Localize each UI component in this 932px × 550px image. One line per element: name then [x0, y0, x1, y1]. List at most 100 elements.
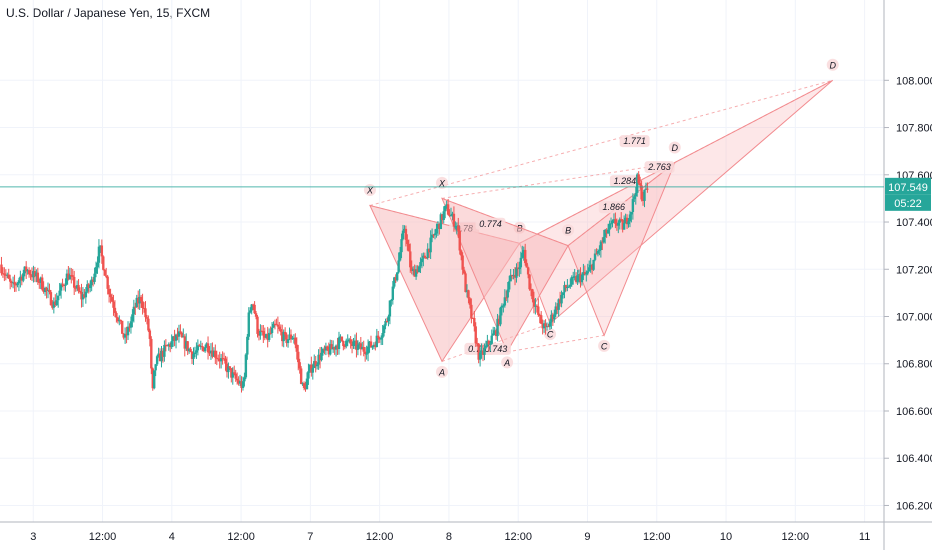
- candle-body: [596, 251, 600, 254]
- candle-body: [340, 336, 344, 341]
- candle-body: [500, 305, 504, 308]
- candle-body: [58, 290, 61, 296]
- candle-body: [462, 269, 466, 274]
- candle-body: [169, 344, 172, 348]
- candle-body: [154, 364, 157, 371]
- candle-body: [81, 294, 85, 300]
- candle-body: [13, 282, 16, 285]
- current-price-badge: [885, 177, 931, 195]
- candle-body: [137, 297, 140, 304]
- y-tick-label: 106.400: [896, 453, 932, 465]
- candle-body: [227, 366, 230, 373]
- candle-body: [43, 287, 47, 292]
- candle-body: [67, 273, 70, 280]
- candle-body: [167, 344, 170, 346]
- candle-body: [36, 272, 40, 283]
- candle-body: [206, 343, 210, 353]
- candle-body: [3, 273, 6, 275]
- candle-body: [90, 279, 93, 286]
- candle-body: [406, 239, 409, 244]
- candle-body: [109, 294, 112, 298]
- candle-body: [42, 289, 45, 292]
- candle-body: [505, 297, 508, 299]
- candle-body: [131, 314, 134, 322]
- candle-body: [455, 225, 459, 227]
- candle-body: [247, 312, 250, 337]
- candle-body: [637, 174, 640, 184]
- candle-body: [183, 336, 186, 349]
- x-tick-label: 12:00: [643, 531, 671, 543]
- candle-body: [39, 277, 42, 283]
- candle-body: [295, 344, 298, 352]
- pattern-point-label: C: [601, 341, 608, 351]
- candle-body: [240, 381, 243, 388]
- candle-body: [26, 270, 29, 272]
- candle-body: [395, 272, 399, 281]
- candle-body: [301, 383, 304, 385]
- candle-body: [94, 267, 98, 274]
- candle-body: [473, 317, 476, 327]
- candle-body: [83, 294, 86, 298]
- candle-body: [563, 285, 566, 293]
- candle-body: [604, 229, 607, 237]
- candle-body: [145, 317, 149, 319]
- candle-body: [125, 333, 128, 336]
- candle-body: [266, 333, 269, 340]
- candle-body: [304, 387, 307, 390]
- candle-body: [589, 264, 592, 268]
- candle-body: [129, 321, 133, 328]
- candle-body: [141, 301, 144, 308]
- candle-body: [87, 284, 90, 289]
- candle-body: [270, 327, 274, 334]
- candle-body: [0, 264, 3, 274]
- candle-body: [481, 350, 485, 355]
- candle-body: [299, 368, 303, 385]
- candle-body: [313, 361, 316, 369]
- candle-body: [118, 319, 121, 322]
- candle-body: [331, 347, 335, 350]
- candle-body: [267, 332, 271, 340]
- candle-body: [217, 358, 220, 360]
- pattern-ratio-label: 0.743: [485, 344, 508, 354]
- candle-body: [74, 287, 77, 289]
- candle-body: [27, 270, 31, 275]
- candle-body: [89, 285, 92, 289]
- x-tick-label: 11: [859, 531, 870, 543]
- candle-body: [91, 279, 95, 282]
- candle-body: [411, 269, 415, 271]
- candle-body: [544, 323, 547, 327]
- candle-body: [491, 333, 495, 336]
- candle-body: [347, 339, 351, 341]
- candle-body: [516, 267, 520, 270]
- candle-body: [8, 278, 12, 282]
- candle-body: [429, 237, 432, 253]
- candle-body: [554, 306, 557, 315]
- candle-body: [590, 264, 594, 270]
- pattern-ratio-badge: [475, 217, 506, 230]
- candle-body: [238, 381, 242, 384]
- candle-body: [46, 289, 50, 291]
- candle-body: [193, 352, 197, 355]
- pattern-ratio-line: [441, 323, 551, 362]
- candle-body: [615, 223, 619, 226]
- candle-body: [420, 258, 424, 263]
- candle-body: [56, 295, 60, 301]
- candle-body: [612, 219, 616, 221]
- candle-body: [102, 256, 105, 270]
- candle-body: [80, 291, 83, 300]
- current-price-label: 107.549: [888, 182, 928, 194]
- candle-body: [208, 352, 211, 354]
- candle-body: [345, 340, 348, 347]
- candle-body: [585, 273, 588, 275]
- candle-body: [308, 364, 312, 372]
- candle-body: [532, 299, 536, 307]
- candle-body: [525, 263, 528, 268]
- candle-body: [484, 345, 488, 348]
- candle-body: [218, 359, 221, 362]
- candle-body: [609, 223, 613, 225]
- pattern-point-label: D: [672, 143, 679, 153]
- candle-body: [557, 299, 560, 310]
- candle-body: [381, 333, 384, 338]
